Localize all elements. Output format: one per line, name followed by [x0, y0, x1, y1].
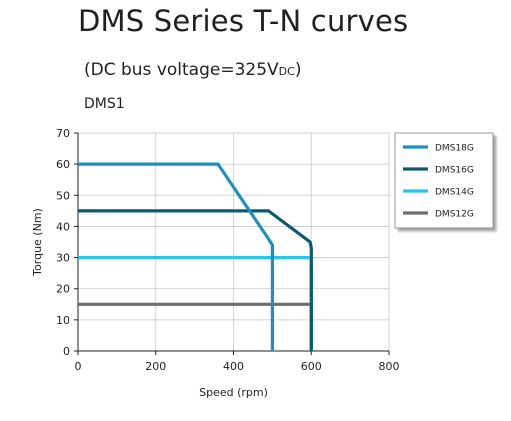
legend: DMS18G DMS16G DMS14G DMS12G [394, 132, 494, 229]
x-tick-label: 0 [75, 360, 82, 373]
model-label: DMS1 [84, 96, 125, 112]
x-tick-label: 200 [145, 360, 166, 373]
axes [74, 132, 390, 355]
legend-label: DMS12G [435, 210, 474, 220]
x-axis-title: Speed (rpm) [199, 386, 268, 399]
legend-label: DMS14G [435, 188, 474, 198]
y-tick-label: 50 [56, 189, 70, 202]
y-tick-label: 10 [56, 314, 70, 327]
y-tick-label: 60 [56, 158, 70, 171]
x-tick-label: 600 [301, 360, 322, 373]
series-layer [78, 162, 313, 351]
y-tick-label: 40 [56, 220, 70, 233]
y-tick-label: 70 [56, 127, 70, 140]
series-line-dms18g [78, 162, 274, 351]
legend-label: DMS16G [435, 166, 474, 176]
x-tick-label: 400 [223, 360, 244, 373]
subtitle-subscript: DC [278, 65, 295, 78]
legend-label: DMS18G [435, 144, 474, 154]
chart-subtitle: (DC bus voltage=325VDC) [84, 60, 301, 80]
x-tick-label: 800 [379, 360, 400, 373]
subtitle-suffix: ) [294, 60, 302, 80]
y-axis-title: Torque (Nm) [31, 208, 44, 277]
chart-title: DMS Series T-N curves [78, 4, 409, 38]
subtitle-prefix: (DC bus voltage=325V [84, 60, 279, 80]
series-line-dms16g [78, 209, 313, 351]
tick-labels: 0 10 20 30 40 50 60 70 0 200 400 600 800 [56, 127, 400, 373]
y-tick-label: 30 [56, 252, 70, 265]
y-tick-label: 20 [56, 283, 70, 296]
series-line-dms12g [78, 302, 313, 351]
y-tick-label: 0 [63, 345, 70, 358]
